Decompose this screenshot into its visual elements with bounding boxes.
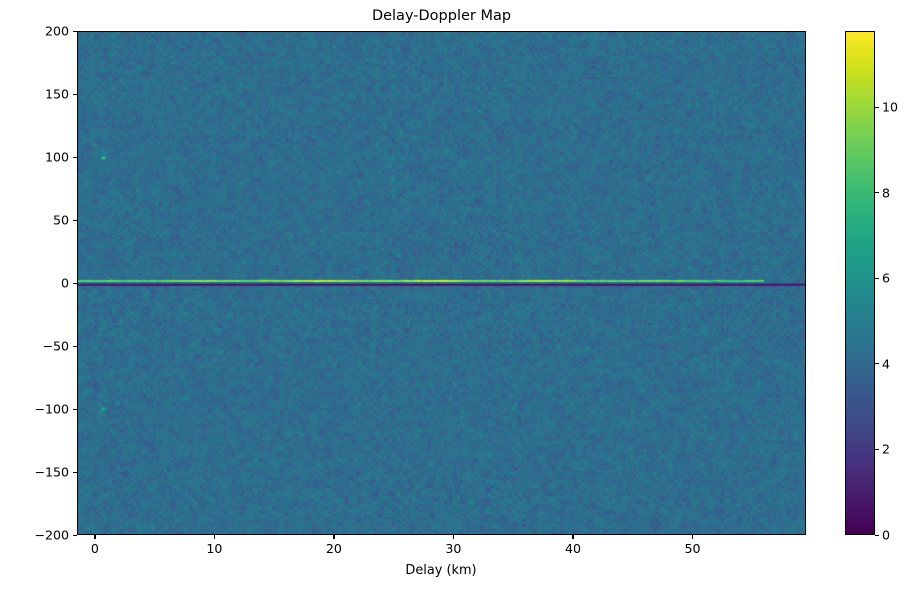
page-title: Delay-Doppler Map bbox=[371, 8, 512, 24]
y-tick-label: −50 bbox=[42, 338, 69, 354]
x-tick-mark bbox=[213, 535, 216, 539]
y-tick-mark bbox=[73, 156, 77, 158]
y-tick-label: −200 bbox=[34, 527, 69, 543]
colorbar-tick-mark bbox=[875, 363, 879, 365]
x-tick-label: 0 bbox=[90, 541, 99, 556]
heatmap-plot-area bbox=[77, 31, 806, 535]
x-tick-label: 40 bbox=[564, 541, 581, 556]
colorbar bbox=[845, 31, 875, 535]
x-tick-mark bbox=[452, 535, 455, 539]
colorbar-tick-label: 4 bbox=[882, 356, 891, 372]
y-tick-mark bbox=[73, 93, 77, 95]
colorbar-tick-mark bbox=[875, 106, 879, 108]
colorbar-tick-label: 2 bbox=[882, 441, 891, 457]
colorbar-tick-mark bbox=[875, 277, 879, 279]
colorbar-tick-mark bbox=[875, 448, 879, 451]
y-tick-mark bbox=[73, 534, 77, 536]
colorbar-tick-label: 10 bbox=[882, 99, 899, 115]
y-tick-label: 100 bbox=[44, 149, 69, 165]
y-tick-mark bbox=[73, 345, 77, 347]
y-tick-label: 50 bbox=[52, 212, 69, 228]
y-tick-label: −100 bbox=[34, 401, 69, 417]
x-tick-mark bbox=[572, 535, 574, 539]
x-tick-mark bbox=[691, 535, 694, 539]
colorbar-tick-mark bbox=[875, 192, 879, 194]
x-tick-label: 10 bbox=[206, 541, 223, 556]
x-axis-label: Delay (km) bbox=[405, 563, 477, 578]
y-tick-mark bbox=[73, 471, 77, 473]
x-tick-label: 30 bbox=[445, 541, 462, 556]
delay-doppler-heatmap bbox=[78, 32, 805, 534]
y-tick-mark bbox=[73, 282, 77, 284]
y-tick-label: 150 bbox=[44, 86, 69, 102]
colorbar-tick-mark bbox=[875, 534, 879, 536]
x-tick-mark bbox=[94, 535, 96, 539]
colorbar-gradient bbox=[846, 32, 874, 534]
x-tick-mark bbox=[333, 535, 335, 539]
colorbar-tick-label: 8 bbox=[882, 185, 891, 201]
y-tick-mark bbox=[73, 408, 77, 410]
x-tick-label: 50 bbox=[684, 541, 701, 556]
x-tick-label: 20 bbox=[325, 541, 342, 556]
y-tick-label: −150 bbox=[34, 464, 69, 480]
y-tick-label: 200 bbox=[44, 23, 69, 39]
colorbar-tick-label: 0 bbox=[882, 527, 891, 543]
colorbar-tick-label: 6 bbox=[882, 270, 891, 286]
y-tick-mark bbox=[73, 219, 77, 221]
y-tick-label: 0 bbox=[60, 275, 69, 291]
y-tick-mark bbox=[73, 30, 77, 32]
